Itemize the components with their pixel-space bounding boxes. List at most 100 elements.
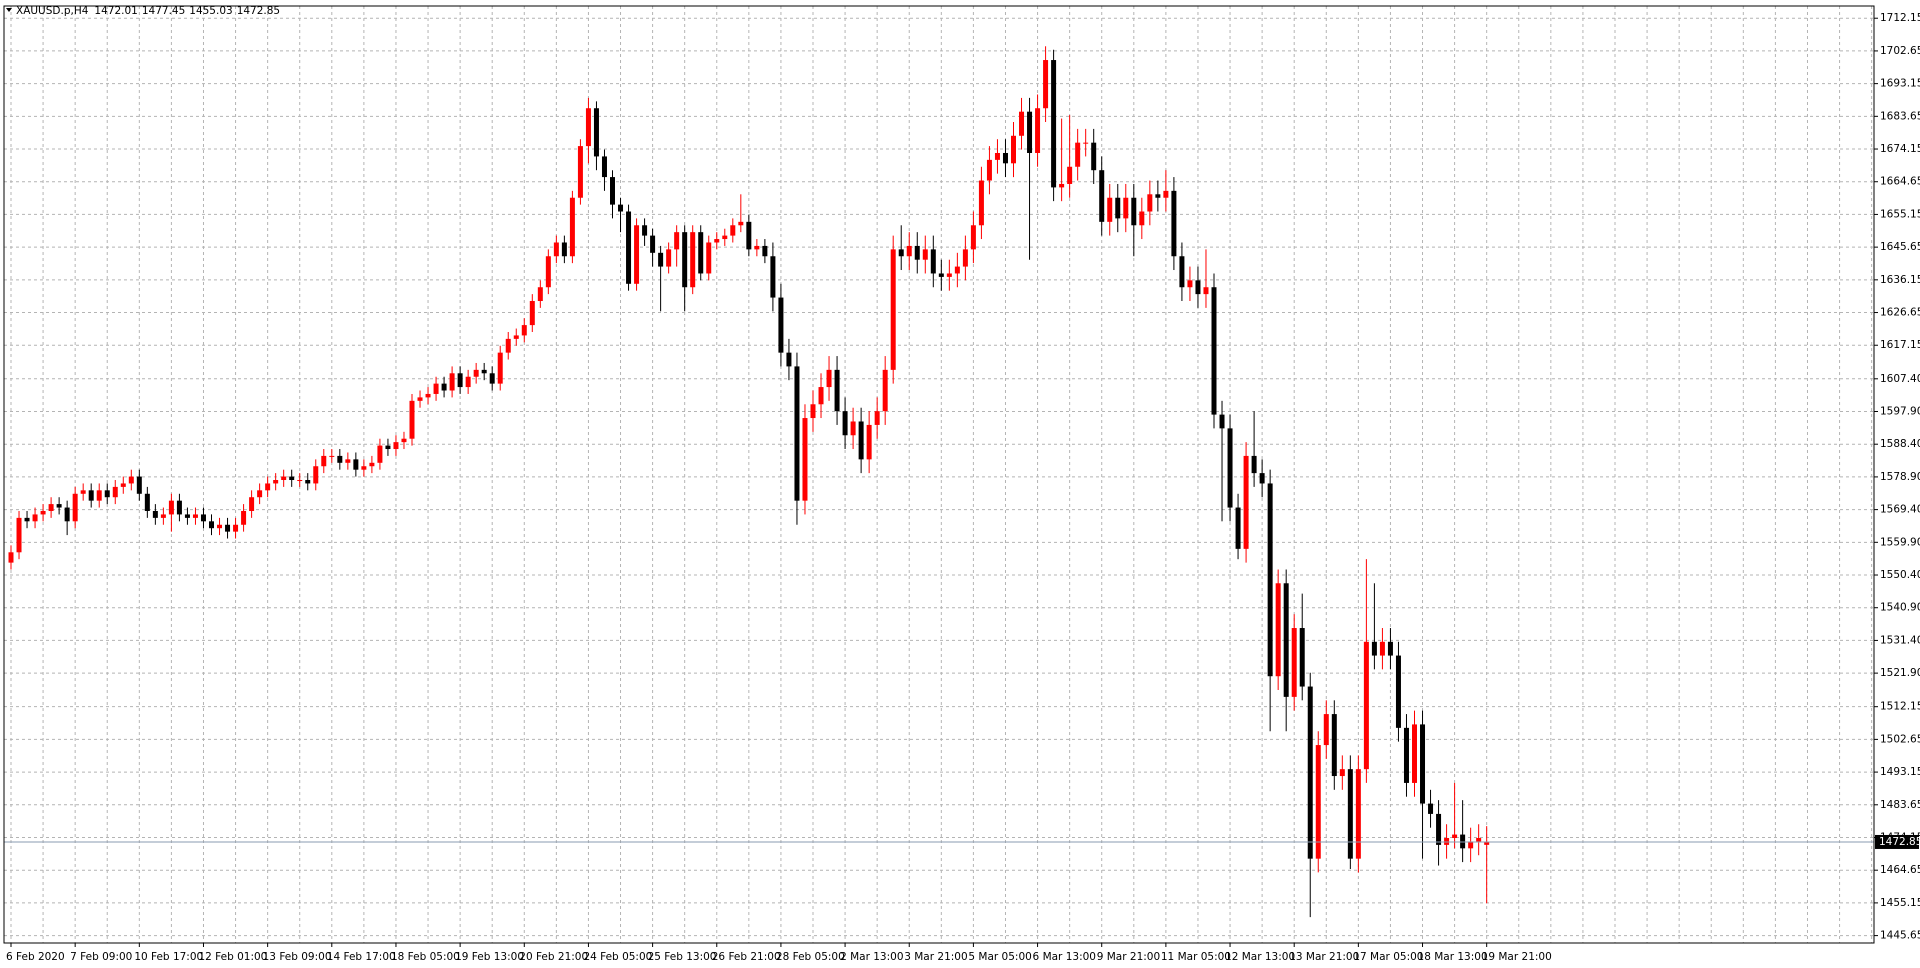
x-tick-label: 20 Feb 21:00 [519,951,588,963]
candle-body [265,483,271,491]
y-tick-label: 1502.65 [1880,733,1920,745]
candle-body [682,232,688,288]
candle-body [1043,60,1049,109]
menu-icon[interactable] [6,8,12,12]
candle-body [1275,583,1281,677]
candle-body [1259,473,1265,484]
candle-body [441,383,447,391]
candle-body [1444,838,1450,845]
candle-body [1147,194,1153,212]
candle-body [786,352,792,367]
candle-body [1267,483,1273,677]
candle-body [192,514,198,518]
y-tick-label: 1540.90 [1880,602,1920,614]
x-tick-label: 18 Mar 13:00 [1418,951,1488,963]
candle-body [353,459,359,470]
candle-body [465,376,471,388]
candle-body [545,256,551,288]
candle-body [56,504,62,508]
candle-body [674,232,680,250]
candle-body [497,352,503,384]
candle-body [1235,507,1241,549]
candle-body [1171,190,1177,257]
candle-body [1019,111,1025,136]
y-tick-label: 1588.40 [1880,438,1920,450]
candle-body [32,514,38,522]
candle-body [722,235,728,240]
candle-body [634,225,640,284]
y-tick-label: 1597.90 [1880,406,1920,418]
y-tick-label: 1683.65 [1880,110,1920,122]
candle-body [658,252,664,267]
x-tick-label: 24 Feb 05:00 [583,951,652,963]
close-value: 1472.85 [237,5,280,17]
candle-body [1083,142,1089,144]
candle-body [1155,194,1161,198]
candle-body [1283,583,1289,697]
candle-body [337,455,343,463]
y-tick-label: 1702.65 [1880,45,1920,57]
candle-body [1251,455,1257,474]
candle-body [313,466,319,484]
candle-body [642,225,648,236]
candle-body [200,514,206,522]
candle-body [505,338,511,353]
candle-body [1227,428,1233,508]
candle-body [481,369,487,374]
current-price-label: 1472.85 [1879,836,1920,848]
x-tick-label: 14 Feb 17:00 [327,951,396,963]
grid [4,6,1874,943]
candle-body [225,524,231,532]
candle-body [1315,745,1321,859]
candle-body [1203,287,1209,295]
candle-body [818,387,824,405]
y-tick-label: 1578.90 [1880,471,1920,483]
candle-body [176,500,182,515]
y-tick-label: 1693.15 [1880,78,1920,90]
candle-body [537,287,543,302]
candle-body [1363,641,1369,770]
candle-body [417,397,423,401]
candle-body [898,249,904,257]
x-tick-label: 5 Mar 05:00 [968,951,1031,963]
candle-body [593,108,599,157]
candle-body [321,455,327,467]
candle-body [842,411,848,436]
candle-body [305,480,311,484]
candle-body [1428,803,1434,814]
current-price-box [1875,834,1919,849]
candle-body [16,517,22,553]
x-tick-label: 7 Feb 09:00 [70,951,132,963]
header: XAUUSD.p,H4 1472.01 1477.45 1455.03 1472.85 [16,5,280,17]
candle-body [954,266,960,274]
candle-body [946,273,952,277]
y-tick-label: 1636.15 [1880,274,1920,286]
open-value: 1472.01 [94,5,137,17]
candle-body [1059,183,1065,188]
candle-body [425,393,431,398]
x-tick-label: 2 Mar 13:00 [840,951,903,963]
candle-body [345,459,351,463]
candle-body [377,445,383,463]
candle-body [104,490,110,498]
candle-body [553,242,559,257]
x-tick-label: 3 Mar 21:00 [904,951,967,963]
candle-body [882,369,888,412]
candle-body [970,225,976,250]
candle-body [1476,838,1482,842]
y-tick-label: 1674.15 [1880,143,1920,155]
candle-body [217,524,223,529]
x-tick-label: 28 Feb 05:00 [776,951,845,963]
candle-body [1131,197,1137,226]
candle-body [209,521,214,529]
candle-body [978,180,984,226]
symbol: XAUUSD.p,H4 [16,5,89,17]
candle-body [449,373,455,391]
candle-body [513,335,519,339]
candle-body [1115,197,1121,219]
x-tick-label: 11 Mar 05:00 [1161,951,1231,963]
candle-body [762,245,768,257]
candle-body [249,497,255,511]
candle-body [866,424,872,460]
candle-body [890,249,896,370]
